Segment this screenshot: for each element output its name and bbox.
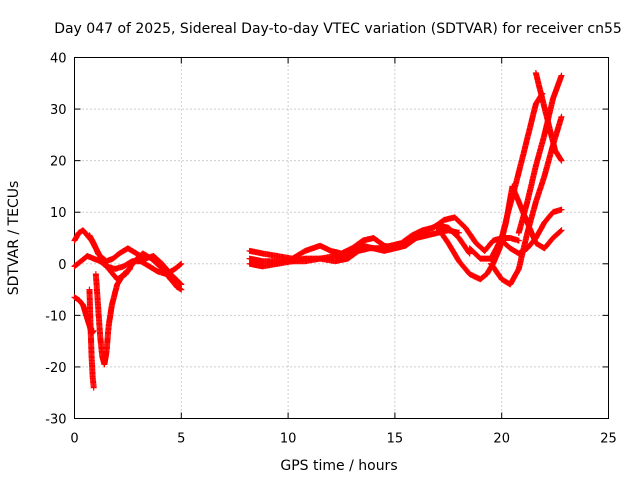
x-tick-label: 15 bbox=[387, 432, 404, 447]
point-markers bbox=[92, 265, 133, 368]
y-tick-label: -10 bbox=[45, 309, 66, 324]
point-markers bbox=[498, 206, 565, 257]
x-tick-label: 25 bbox=[600, 432, 617, 447]
x-tick-label: 5 bbox=[177, 432, 185, 447]
point-markers bbox=[246, 214, 522, 270]
series-track-14 bbox=[515, 72, 565, 236]
point-markers bbox=[515, 72, 565, 236]
chart-title: Day 047 of 2025, Sidereal Day-to-day VTE… bbox=[54, 21, 622, 37]
point-markers bbox=[466, 90, 546, 262]
y-tick-label: -20 bbox=[45, 361, 66, 376]
y-tick-label: 10 bbox=[50, 206, 67, 221]
y-axis-label: SDTVAR / TECUs bbox=[6, 181, 22, 296]
y-tick-label: 20 bbox=[50, 155, 67, 170]
y-tick-label: 30 bbox=[50, 103, 67, 118]
x-tick-label: 0 bbox=[70, 432, 78, 447]
series-track-9 bbox=[246, 214, 522, 270]
ticks: 0 5 10 15 20 25 -30 -20 -10 0 10 20 30 40 bbox=[45, 52, 617, 447]
y-tick-label: -30 bbox=[45, 413, 66, 428]
point-markers bbox=[86, 286, 97, 391]
y-tick-label: 0 bbox=[58, 258, 66, 273]
data-points bbox=[71, 69, 565, 391]
series-track-11 bbox=[466, 90, 546, 262]
y-tick-label: 40 bbox=[50, 52, 67, 67]
x-tick-label: 20 bbox=[493, 432, 510, 447]
x-axis-label: GPS time / hours bbox=[280, 458, 397, 474]
series-track-15 bbox=[498, 206, 565, 257]
series-track-6 bbox=[92, 265, 133, 368]
series-track-5 bbox=[86, 286, 97, 391]
x-tick-label: 10 bbox=[280, 432, 297, 447]
